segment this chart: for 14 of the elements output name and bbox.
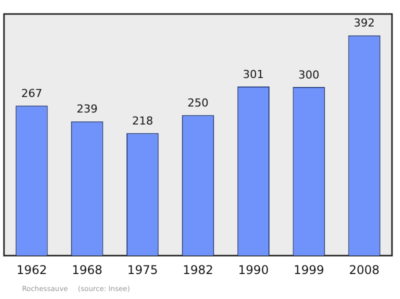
data-label: 239: [76, 102, 98, 116]
x-tick-label: 1982: [182, 262, 214, 277]
x-tick-label: 1975: [127, 262, 158, 277]
x-tick-label: 2008: [349, 262, 380, 277]
data-label: 250: [188, 96, 208, 110]
data-label: 300: [298, 68, 320, 82]
data-label: 267: [21, 86, 42, 100]
data-label: 392: [354, 16, 375, 30]
x-tick-label: 1962: [16, 262, 47, 277]
x-tick-label: 1990: [238, 262, 269, 277]
x-tick-label: 1999: [294, 262, 324, 277]
data-label: 301: [242, 68, 264, 81]
data-label: 218: [132, 114, 154, 128]
x-tick-label: 1968: [72, 262, 102, 277]
